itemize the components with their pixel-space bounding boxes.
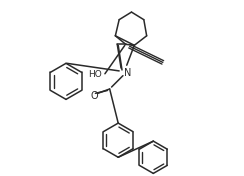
Text: N: N: [124, 68, 131, 78]
Text: O: O: [91, 91, 98, 101]
Text: HO: HO: [88, 70, 102, 79]
